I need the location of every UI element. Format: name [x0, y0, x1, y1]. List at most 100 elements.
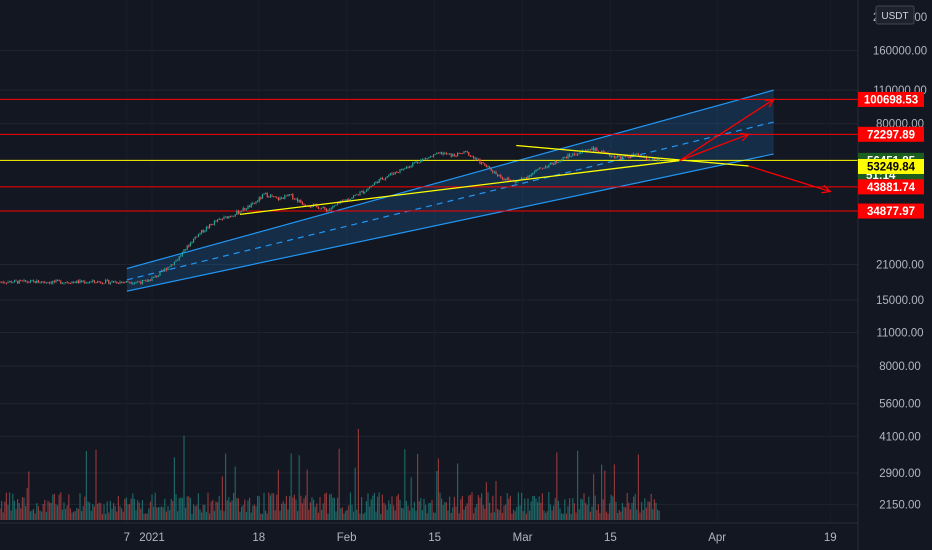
y-tick-label: 5600.00 — [879, 399, 921, 411]
candle-body — [623, 156, 625, 157]
volume-bar — [431, 500, 433, 520]
candle-body — [25, 280, 27, 282]
volume-bar — [604, 470, 606, 520]
candle-body — [338, 202, 340, 204]
volume-bar — [85, 450, 87, 520]
volume-bar — [180, 497, 182, 520]
candle-body — [85, 282, 87, 284]
candle-body — [529, 175, 531, 177]
candle-body — [47, 282, 49, 284]
candle-body — [15, 280, 17, 282]
volume-bar — [148, 508, 150, 520]
candle-body — [561, 159, 563, 162]
currency-badge[interactable]: USDT — [875, 5, 915, 25]
volume-bar — [295, 499, 297, 520]
volume-bar — [109, 500, 111, 520]
candle-body — [487, 166, 489, 168]
candle-body — [109, 282, 111, 284]
candle-body — [349, 198, 351, 200]
volume-bar — [245, 512, 247, 520]
candle-body — [29, 280, 31, 283]
volume-bar — [477, 495, 479, 520]
candle-body — [479, 159, 481, 164]
volume-bar — [621, 502, 623, 520]
candle-body — [564, 157, 566, 158]
candle-body — [167, 267, 169, 271]
candle-body — [68, 282, 70, 284]
volume-bar — [225, 453, 227, 520]
candle-body — [572, 153, 574, 157]
x-tick-label: Apr — [708, 532, 726, 544]
volume-bar — [633, 496, 635, 520]
volume-bar — [207, 492, 209, 520]
candle-body — [221, 218, 223, 220]
volume-bar — [186, 496, 188, 520]
candle-body — [122, 281, 124, 283]
volume-bar — [588, 496, 590, 520]
volume-bar — [341, 507, 343, 520]
candle-body — [346, 199, 348, 201]
candle-body — [266, 192, 268, 197]
volume-bar — [529, 510, 531, 520]
volume-bar — [329, 494, 331, 520]
volume-bar — [314, 506, 316, 520]
volume-bar — [356, 509, 358, 520]
volume-bar — [149, 501, 151, 520]
candle-body — [241, 211, 243, 213]
volume-bar — [572, 498, 574, 520]
volume-bar — [623, 506, 625, 520]
volume-bar — [17, 499, 19, 520]
candle-body — [77, 280, 79, 283]
volume-bar — [556, 452, 558, 520]
volume-bar — [281, 503, 283, 520]
candle-body — [162, 270, 164, 272]
volume-bar — [599, 513, 601, 520]
candle-body — [217, 219, 219, 222]
volume-bar — [636, 509, 638, 520]
candle-body — [441, 152, 443, 155]
volume-bar — [409, 510, 411, 520]
volume-bar — [52, 494, 54, 520]
channel-upper-line — [126, 89, 774, 270]
volume-bar — [175, 493, 177, 520]
candle-body — [247, 205, 249, 210]
candle-body — [210, 224, 212, 225]
candle-body — [348, 199, 350, 200]
candle-body — [242, 208, 244, 212]
candle-body — [452, 154, 454, 157]
candle-body — [279, 197, 281, 200]
volume-bar — [300, 495, 302, 520]
volume-bar — [114, 506, 116, 520]
volume-bar — [509, 495, 511, 520]
x-tick-label: Feb — [337, 532, 357, 544]
volume-bar — [442, 504, 444, 520]
candle-body — [10, 281, 12, 283]
volume-bar — [169, 510, 171, 520]
price-axis[interactable]: 160000.00110000.0080000.0021000.0015000.… — [857, 0, 927, 550]
volume-bar — [44, 499, 46, 520]
candle-body — [20, 280, 22, 282]
candle-body — [21, 280, 23, 282]
candle-body — [649, 159, 651, 161]
candle-body — [461, 153, 463, 155]
volume-bar — [596, 510, 598, 520]
candle-body — [292, 194, 294, 199]
candle-body — [114, 281, 116, 283]
volume-bar — [257, 495, 259, 520]
candle-body — [554, 161, 556, 165]
volume-bar — [97, 503, 99, 520]
volume-bar — [460, 499, 462, 520]
currency-label: USDT — [881, 11, 908, 22]
candle-body — [135, 282, 137, 283]
candle-body — [53, 281, 55, 283]
candle-body — [321, 208, 323, 210]
candle-body — [183, 249, 185, 253]
volume-bar — [319, 497, 321, 520]
volume-bar — [538, 496, 540, 520]
volume-bar — [565, 513, 567, 520]
y-tick-label: 160000.00 — [873, 46, 927, 58]
candle-body — [63, 282, 65, 284]
volume-bar — [90, 510, 92, 520]
time-axis[interactable]: 7 2021 18 Feb 15 Mar 15 Apr 19 — [0, 522, 858, 544]
